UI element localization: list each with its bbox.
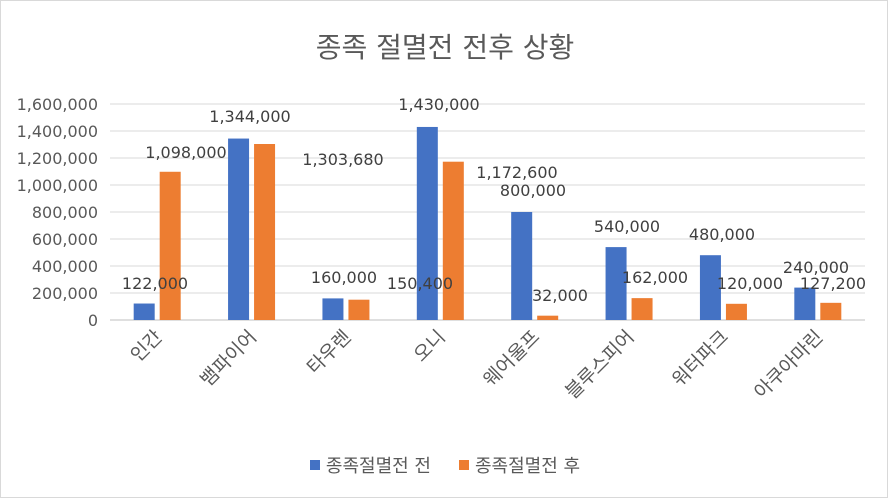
data-label-before-7: 240,000	[783, 258, 849, 277]
x-tick-label: 타우렌	[303, 326, 356, 379]
data-label-after-6: 120,000	[717, 274, 783, 293]
x-tick-label: 웨어울프	[479, 326, 544, 391]
legend-label-after: 종족절멸전 후	[475, 456, 581, 477]
bar-after-4	[537, 315, 559, 320]
bar-after-1	[254, 144, 276, 320]
chart-title: 종족 절멸전 전후 상황	[315, 31, 575, 64]
x-tick-label: 오니	[410, 326, 450, 366]
bar-after-3	[442, 161, 464, 320]
y-tick-label: 0	[88, 311, 98, 330]
y-tick-label: 1,000,000	[17, 176, 98, 195]
data-labels: 122,000 1,344,000 160,000 1,430,000 800,000 5…	[122, 95, 866, 305]
x-tick-label: 뱀파이어	[196, 326, 261, 391]
y-tick-label: 1,600,000	[17, 95, 98, 114]
legend-item-after: 종족절멸전 후	[459, 452, 580, 478]
data-label-before-2: 160,000	[311, 268, 377, 287]
data-label-before-6: 480,000	[689, 225, 755, 244]
bar-before-3	[416, 126, 438, 320]
data-label-after-7: 127,200	[800, 274, 866, 293]
y-tick-label: 400,000	[32, 257, 98, 276]
x-tick-label: 인간	[126, 326, 166, 366]
data-label-before-3: 1,430,000	[398, 95, 479, 114]
data-label-before-4: 800,000	[500, 181, 566, 200]
legend-label-before: 종족절멸전 전	[325, 456, 431, 477]
y-tick-label: 1,400,000	[17, 122, 98, 141]
bar-before-4	[511, 212, 533, 320]
data-label-after-1: 1,303,680	[302, 150, 383, 169]
legend-item-before: 종족절멸전 전	[309, 452, 431, 478]
data-label-after-5: 162,000	[622, 268, 688, 287]
x-tick-label: 아쿠아마린	[750, 326, 827, 403]
legend: 종족절멸전 전 종족절멸전 후	[0, 452, 890, 478]
data-label-after-4: 32,000	[532, 286, 588, 305]
bar-before-1	[228, 138, 250, 320]
bar-after-5	[631, 298, 653, 320]
bar-after-2	[348, 299, 370, 320]
bar-after-7	[820, 302, 842, 320]
data-label-before-5: 540,000	[594, 217, 660, 236]
bars	[133, 126, 842, 320]
bar-before-5	[605, 247, 627, 320]
data-label-before-0: 122,000	[122, 274, 188, 293]
x-tick-label: 블루스피어	[561, 326, 638, 403]
data-label-before-1: 1,344,000	[209, 107, 290, 126]
y-tick-label: 1,200,000	[17, 149, 98, 168]
y-axis-ticks: 0 200,000 400,000 600,000 800,000 1,000,000 1,…	[17, 95, 98, 330]
bar-after-6	[725, 303, 747, 320]
y-tick-label: 600,000	[32, 230, 98, 249]
bar-before-2	[322, 298, 344, 320]
legend-swatch-after	[459, 460, 469, 470]
data-label-after-2: 150,400	[387, 274, 453, 293]
x-axis-ticks: 인간 뱀파이어 타우렌 오니 웨어울프 블루스피어 워터파크 아쿠아마린	[126, 326, 827, 403]
bar-before-0	[133, 303, 155, 320]
data-label-after-3: 1,172,600	[476, 163, 557, 182]
y-tick-label: 200,000	[32, 284, 98, 303]
bar-after-0	[159, 171, 181, 320]
legend-swatch-before	[309, 460, 320, 470]
x-tick-label: 워터파크	[668, 326, 733, 391]
data-label-after-0: 1,098,000	[145, 143, 226, 162]
bar-before-6	[699, 255, 721, 320]
y-tick-label: 800,000	[32, 203, 98, 222]
bar-before-7	[794, 287, 816, 320]
